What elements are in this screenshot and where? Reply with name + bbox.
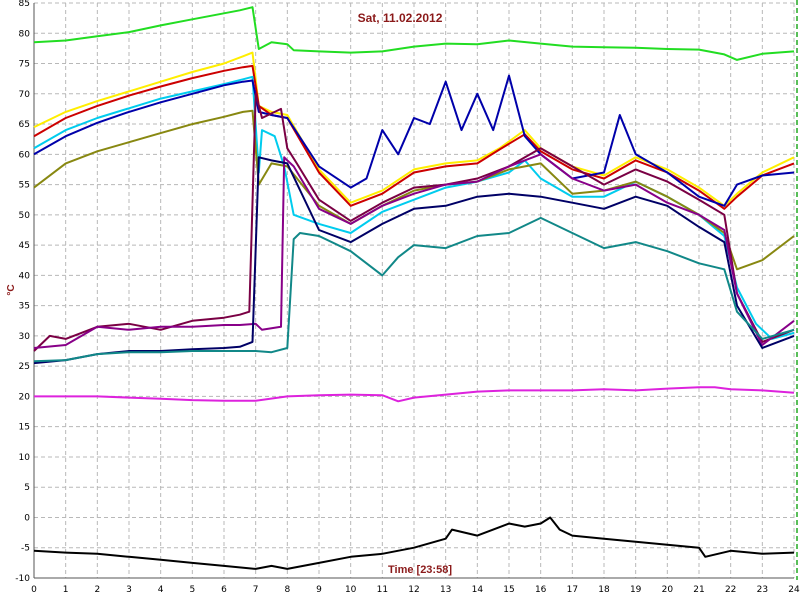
x-tick-label: 18 [598, 585, 610, 595]
series-line-12 [33, 516, 795, 570]
y-tick-label: 15 [19, 423, 30, 433]
x-tick-label: 17 [567, 585, 578, 595]
y-tick-label: 35 [19, 302, 30, 312]
y-tick-label: 75 [19, 60, 30, 70]
x-tick-label: 8 [284, 585, 290, 595]
x-tick-label: 1 [63, 585, 69, 595]
y-tick-label: 25 [19, 362, 30, 372]
y-tick-label: 30 [19, 332, 31, 342]
y-tick-label: 60 [19, 150, 31, 160]
x-tick-label: 20 [662, 585, 674, 595]
series-line-10 [33, 216, 795, 363]
y-axis-label: °C [6, 284, 17, 295]
series-line-11 [34, 386, 795, 403]
x-tick-label: 12 [408, 585, 419, 595]
x-tick-label: 6 [221, 585, 227, 595]
x-tick-label: 22 [725, 585, 736, 595]
chart-title: Sat, 11.02.2012 [358, 11, 443, 25]
series-line-8 [33, 153, 795, 349]
x-tick-label: 19 [630, 585, 642, 595]
series-line-2 [33, 51, 795, 207]
y-tick-label: 85 [19, 0, 30, 9]
y-tick-label: -5 [21, 544, 30, 554]
x-tick-label: 7 [253, 585, 259, 595]
x-tick-label: 3 [126, 585, 132, 595]
y-tick-label: 20 [19, 392, 31, 402]
series-line-1 [33, 6, 795, 61]
y-tick-label: 80 [19, 29, 31, 39]
x-tick-label: 11 [377, 585, 388, 595]
y-tick-label: 55 [19, 181, 30, 191]
series-line-7 [33, 92, 795, 352]
y-tick-label: 45 [19, 241, 30, 251]
x-tick-label: 16 [535, 585, 547, 595]
y-tick-label: 65 [19, 120, 30, 130]
series-line-5 [33, 74, 795, 207]
x-tick-labels: 0 1 2 3 4 5 6 7 8 9 10 11 12 13 14 15 16 17 18 19 20 21 22 23 24 [31, 585, 800, 595]
x-tick-label: 23 [757, 585, 768, 595]
x-tick-label: 10 [345, 585, 357, 595]
x-axis-label: Time [23:58] [388, 564, 452, 576]
chart-grid [33, 2, 795, 579]
x-tick-label: 4 [158, 585, 164, 595]
x-tick-label: 2 [94, 585, 100, 595]
x-tick-label: 0 [31, 585, 37, 595]
y-tick-label: 10 [19, 453, 31, 463]
series-lines [33, 6, 795, 570]
series-line-9 [33, 156, 795, 365]
y-tick-label: -10 [15, 574, 30, 584]
x-tick-label: 13 [440, 585, 451, 595]
y-tick-label: 0 [24, 513, 30, 523]
x-tick-label: 21 [693, 585, 704, 595]
x-tick-label: 15 [503, 585, 514, 595]
x-tick-label: 5 [189, 585, 195, 595]
y-tick-label: 70 [19, 90, 31, 100]
y-tick-label: 40 [19, 271, 31, 281]
y-tick-labels: -10 -5 0 5 10 15 20 25 30 35 40 45 50 55 60 65 70 75 80 85 [15, 0, 30, 584]
x-tick-label: 24 [788, 585, 800, 595]
y-tick-label: 5 [24, 483, 30, 493]
x-tick-label: 9 [316, 585, 322, 595]
y-tick-label: 50 [19, 211, 31, 221]
x-tick-label: 14 [472, 585, 484, 595]
